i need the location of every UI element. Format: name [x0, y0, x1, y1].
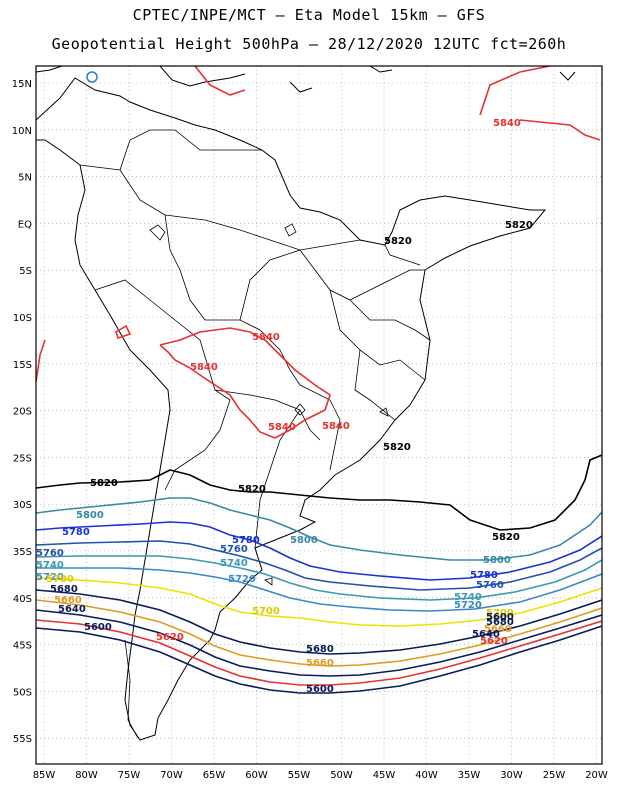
label-5780-w: 5780 — [62, 527, 90, 538]
label-5720-c: 5720 — [228, 574, 256, 585]
lon-tick-label: 70W — [160, 770, 183, 781]
lon-tick-label: 85W — [33, 770, 56, 781]
country-borders — [79, 129, 431, 549]
contour-5780 — [36, 521, 602, 581]
latitude-ticks: 15N 10N 5N EQ 5S 10S 15S 20S 25S 30S 35S 40S 45S 50S 5… — [12, 79, 32, 745]
lat-tick-label: 40S — [13, 594, 32, 605]
label-5840-bol2: 5840 — [190, 362, 218, 373]
lat-tick-label: 5S — [19, 266, 32, 277]
contour-5800 — [36, 497, 602, 561]
contour-5840-north — [194, 66, 601, 141]
lat-tick-label: 25S — [13, 453, 32, 464]
contour-5680 — [36, 589, 602, 655]
label-5660-c: 5660 — [306, 658, 334, 669]
lat-tick-label: 15N — [12, 79, 32, 90]
label-5740-c: 5740 — [220, 558, 248, 569]
label-5620-e: 5620 — [480, 636, 508, 647]
graticule-grid — [36, 66, 602, 764]
label-5840-bol3: 5840 — [268, 422, 296, 433]
lon-tick-label: 30W — [500, 770, 523, 781]
map-frame — [35, 65, 603, 765]
contour-labels: 5840 5820 5820 5840 5840 5840 5840 5820 … — [36, 118, 533, 695]
label-5780-e: 5780 — [470, 570, 498, 581]
label-5620-c: 5620 — [156, 632, 184, 643]
label-5760-e: 5760 — [476, 580, 504, 591]
lon-tick-label: 35W — [458, 770, 481, 781]
lat-tick-label: 50S — [13, 687, 32, 698]
contour-5840-bolivia — [159, 327, 331, 439]
label-5680-w: 5680 — [50, 584, 78, 595]
contour-5740 — [36, 555, 602, 601]
label-5820-arg: 5820 — [90, 478, 118, 489]
label-5600-e: 5600 — [486, 612, 514, 623]
lat-tick-label: 45S — [13, 641, 32, 652]
label-5680-c: 5680 — [306, 644, 334, 655]
label-5820-chile: 5820 — [238, 484, 266, 495]
lon-tick-label: 40W — [415, 770, 438, 781]
lat-tick-label: EQ — [18, 219, 32, 230]
contour-5760 — [36, 540, 602, 591]
title-line-2: Geopotential Height 500hPa – 28/12/2020 … — [51, 35, 567, 53]
label-5720-e: 5720 — [454, 600, 482, 611]
contour-5840-west — [36, 324, 132, 383]
label-5820-east: 5820 — [505, 220, 533, 231]
label-5740-w: 5740 — [36, 560, 64, 571]
lat-tick-label: 10N — [12, 126, 32, 137]
lake-icon — [86, 71, 98, 83]
lat-tick-label: 55S — [13, 734, 32, 745]
lon-tick-label: 55W — [288, 770, 311, 781]
lat-tick-label: 5N — [18, 173, 32, 184]
label-5700-e: 5700 — [486, 608, 514, 619]
south-america-coastline — [36, 77, 547, 741]
label-5640-e: 5640 — [472, 629, 500, 640]
lat-tick-label: 10S — [13, 313, 32, 324]
label-5700-c: 5700 — [252, 606, 280, 617]
label-5660-w: 5660 — [54, 595, 82, 606]
label-5800-c: 5800 — [290, 535, 318, 546]
label-5820-atl: 5820 — [492, 532, 520, 543]
lon-tick-label: 75W — [118, 770, 141, 781]
lon-tick-label: 45W — [373, 770, 396, 781]
label-5680-e: 5680 — [486, 617, 514, 628]
label-5840-peru: 5840 — [322, 421, 350, 432]
label-5700-w: 5700 — [46, 574, 74, 585]
label-5600-w: 5600 — [84, 622, 112, 633]
label-5800-w: 5800 — [76, 510, 104, 521]
lon-tick-label: 60W — [245, 770, 268, 781]
label-5820-coast: 5820 — [383, 442, 411, 453]
contour-5700 — [36, 577, 602, 627]
contour-5820 — [36, 454, 602, 531]
label-5600-c: 5600 — [306, 684, 334, 695]
label-5720-w: 5720 — [36, 572, 64, 583]
lon-tick-label: 20W — [585, 770, 608, 781]
lat-tick-label: 30S — [13, 500, 32, 511]
lat-tick-label: 20S — [13, 407, 32, 418]
longitude-ticks: 85W 80W 75W 70W 65W 60W 55W 50W 45W 40W 35W 30W 25W 2… — [33, 770, 608, 781]
title-line-1: CPTEC/INPE/MCT – Eta Model 15km – GFS — [132, 6, 486, 24]
label-5840-bol1: 5840 — [252, 332, 280, 343]
label-5760-c: 5760 — [220, 544, 248, 555]
island-outlines — [124, 223, 389, 739]
lon-tick-label: 25W — [543, 770, 566, 781]
label-5820-amazon: 5820 — [384, 236, 412, 247]
lon-tick-label: 50W — [330, 770, 353, 781]
lon-tick-label: 65W — [203, 770, 226, 781]
lon-tick-label: 80W — [75, 770, 98, 781]
label-5740-e: 5740 — [454, 592, 482, 603]
label-5800-e: 5800 — [483, 555, 511, 566]
contour-5660 — [36, 599, 602, 667]
label-5780-c: 5780 — [232, 535, 260, 546]
lat-tick-label: 35S — [13, 547, 32, 558]
lat-tick-label: 15S — [13, 360, 32, 371]
label-5660-e: 5660 — [484, 624, 512, 635]
label-5840-ne: 5840 — [493, 118, 521, 129]
central-america-coastline — [36, 66, 576, 93]
contour-5620 — [36, 619, 602, 686]
contour-5640 — [36, 609, 602, 677]
contour-5600 — [36, 625, 602, 694]
label-5760-w: 5760 — [36, 548, 64, 559]
label-5640-w: 5640 — [58, 604, 86, 615]
contour-5720 — [36, 567, 602, 612]
